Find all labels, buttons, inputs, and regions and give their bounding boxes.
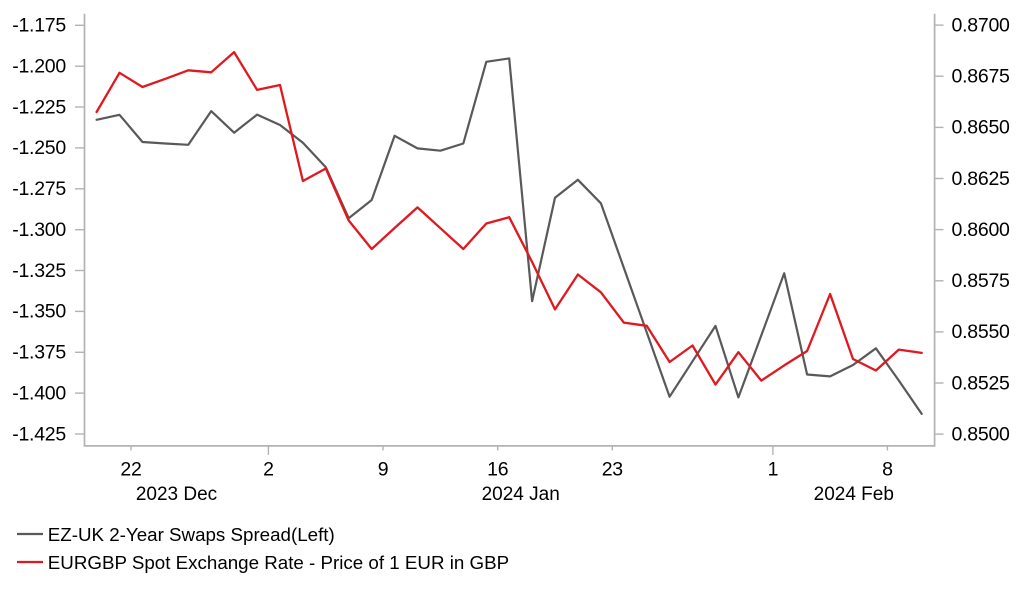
svg-text:0.8700: 0.8700 (952, 14, 1011, 36)
svg-text:-1.350: -1.350 (12, 301, 66, 323)
svg-text:0.8525: 0.8525 (952, 372, 1011, 394)
svg-text:0.8550: 0.8550 (952, 321, 1011, 343)
svg-text:-1.250: -1.250 (12, 137, 66, 159)
svg-text:22: 22 (120, 458, 141, 480)
svg-text:0.8575: 0.8575 (952, 270, 1011, 292)
svg-text:2024 Feb: 2024 Feb (814, 484, 894, 505)
svg-text:0.8500: 0.8500 (952, 423, 1011, 445)
svg-text:8: 8 (882, 458, 893, 480)
svg-text:-1.300: -1.300 (12, 219, 66, 241)
svg-text:2023 Dec: 2023 Dec (136, 484, 217, 505)
svg-text:16: 16 (487, 458, 508, 480)
svg-text:EURGBP Spot Exchange Rate - Pr: EURGBP Spot Exchange Rate - Price of 1 E… (48, 552, 509, 573)
svg-text:-1.175: -1.175 (12, 15, 66, 37)
svg-text:EZ-UK 2-Year Swaps Spread(Left: EZ-UK 2-Year Swaps Spread(Left) (48, 524, 335, 545)
svg-text:0.8600: 0.8600 (952, 219, 1011, 241)
svg-text:0.8625: 0.8625 (952, 168, 1011, 190)
svg-text:0.8675: 0.8675 (952, 66, 1011, 88)
svg-text:-1.425: -1.425 (12, 423, 66, 445)
svg-text:-1.275: -1.275 (12, 178, 66, 200)
svg-text:1: 1 (768, 458, 779, 480)
svg-text:-1.400: -1.400 (12, 382, 66, 404)
svg-text:2: 2 (263, 458, 274, 480)
svg-text:-1.225: -1.225 (12, 96, 66, 118)
svg-text:2024 Jan: 2024 Jan (482, 484, 560, 505)
svg-text:-1.200: -1.200 (12, 56, 66, 78)
svg-text:0.8650: 0.8650 (952, 117, 1011, 139)
svg-text:-1.375: -1.375 (12, 342, 66, 364)
svg-text:23: 23 (602, 458, 623, 480)
svg-text:9: 9 (378, 458, 389, 480)
svg-text:-1.325: -1.325 (12, 260, 66, 282)
